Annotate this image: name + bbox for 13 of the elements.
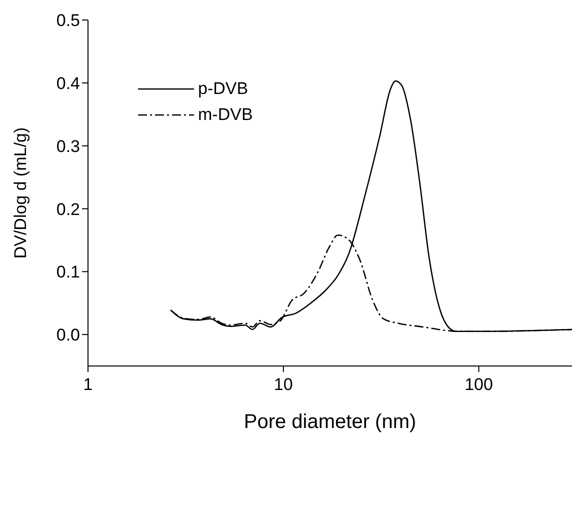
x-tick-label: 1 bbox=[83, 375, 93, 394]
y-tick-label: 0.2 bbox=[56, 200, 80, 219]
legend-label: m-DVB bbox=[198, 105, 253, 125]
x-axis-title: Pore diameter (nm) bbox=[244, 411, 416, 433]
y-tick-label: 0.1 bbox=[56, 262, 80, 282]
y-tick-label: 0.4 bbox=[56, 74, 80, 93]
x-tick-label: 100 bbox=[464, 375, 493, 394]
y-tick-label: 0.5 bbox=[56, 11, 80, 30]
legend-label: p-DVB bbox=[198, 79, 248, 99]
x-tick-label: 10 bbox=[274, 375, 293, 394]
y-tick-label: 0.3 bbox=[56, 136, 80, 156]
y-axis-title: DV/Dlog d (mL/g) bbox=[11, 127, 30, 259]
y-tick-label: 0.0 bbox=[56, 326, 80, 345]
